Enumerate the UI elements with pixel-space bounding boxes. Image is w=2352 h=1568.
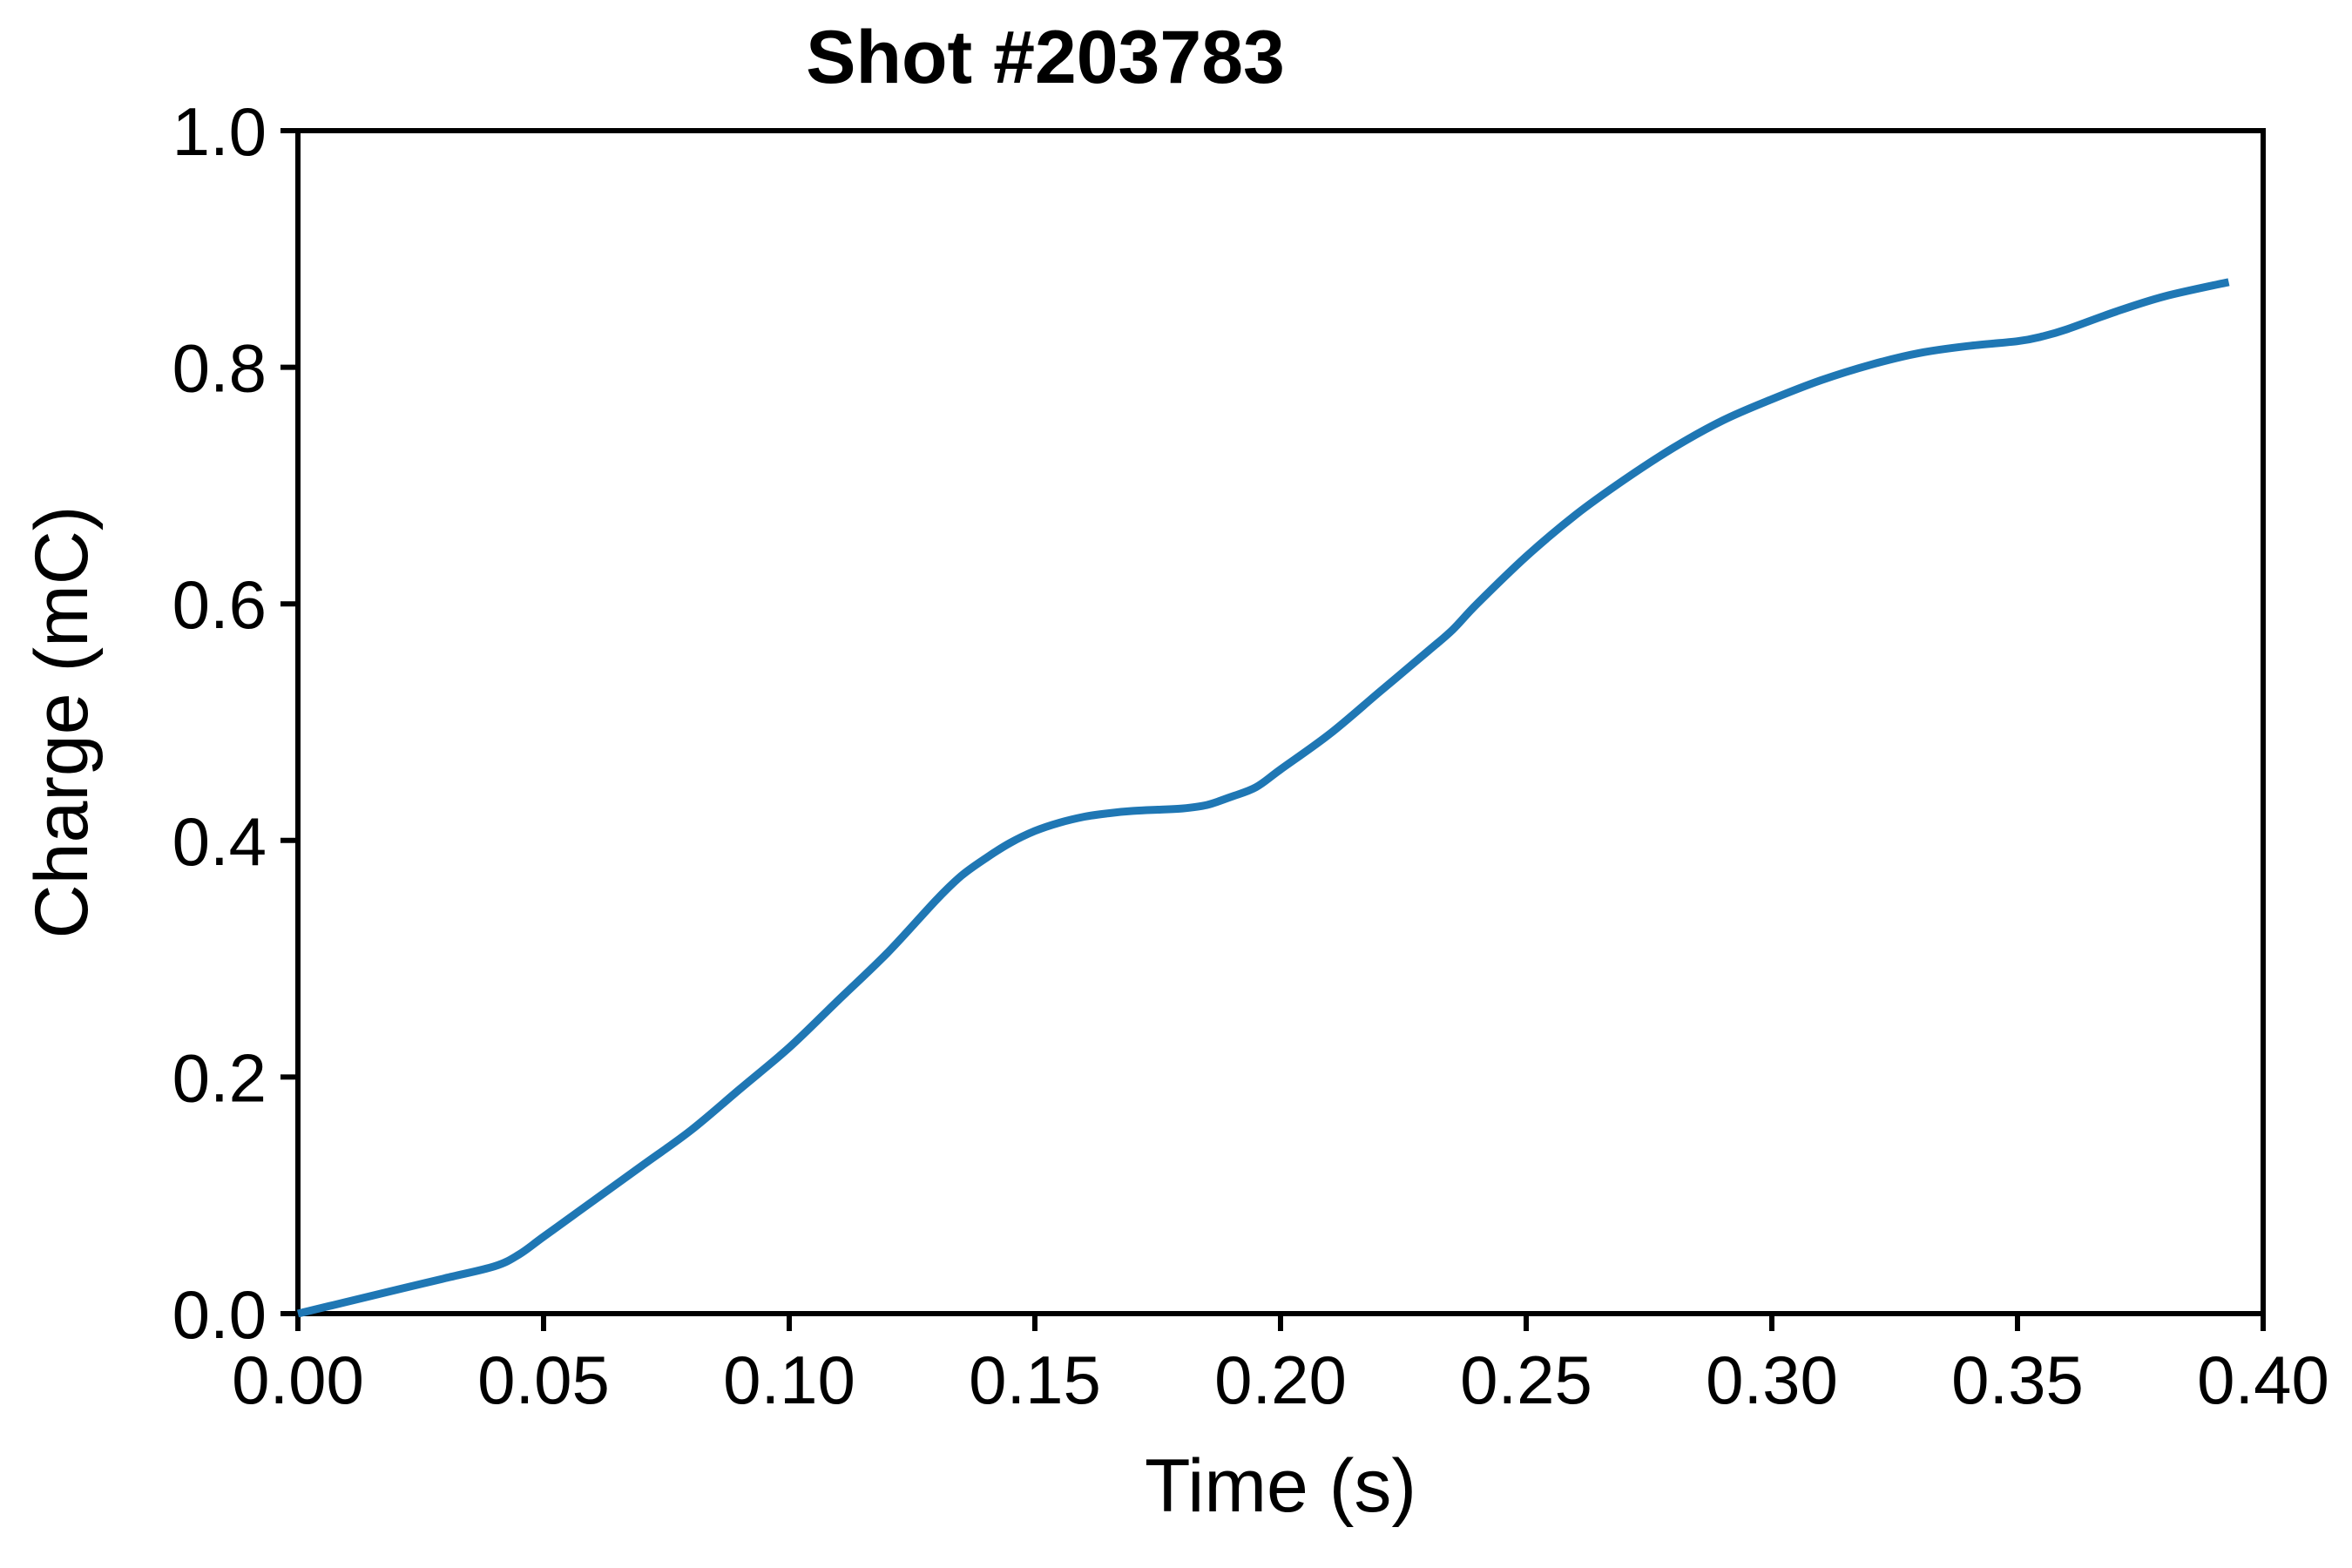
y-tick-label: 0.4 <box>172 803 267 880</box>
x-tick-label: 0.10 <box>723 1342 855 1418</box>
x-tick-label: 0.35 <box>1951 1342 2084 1418</box>
x-tick-label: 0.25 <box>1460 1342 1592 1418</box>
x-tick-label: 0.15 <box>969 1342 1101 1418</box>
y-tick-label: 0.8 <box>172 330 267 407</box>
y-tick-label: 0.6 <box>172 566 267 643</box>
x-tick-label: 0.30 <box>1706 1342 1838 1418</box>
plot-frame <box>295 128 2266 1316</box>
plot-area <box>295 128 2266 1316</box>
x-tick-label: 0.00 <box>232 1342 364 1418</box>
series-layer <box>296 278 2230 1318</box>
x-tick-label: 0.40 <box>2197 1342 2329 1418</box>
chart-title: Shot #203783 <box>806 16 1285 99</box>
y-tick-label: 0.0 <box>172 1276 267 1353</box>
y-tick-label: 1.0 <box>172 93 267 170</box>
x-axis: 0.00 0.05 0.10 0.15 0.20 0.25 0.30 0.35 0.40 <box>232 1314 2329 1418</box>
x-tick-label: 0.05 <box>477 1342 610 1418</box>
x-tick-label: 0.20 <box>1214 1342 1347 1418</box>
y-tick-label: 0.2 <box>172 1039 267 1116</box>
y-axis: 0.0 0.2 0.4 0.6 0.8 1.0 <box>172 93 298 1353</box>
x-axis-label: Time (s) <box>1145 1444 1416 1528</box>
y-axis-label: Charge (mC) <box>20 506 104 939</box>
series-line-0 <box>296 278 2230 1318</box>
